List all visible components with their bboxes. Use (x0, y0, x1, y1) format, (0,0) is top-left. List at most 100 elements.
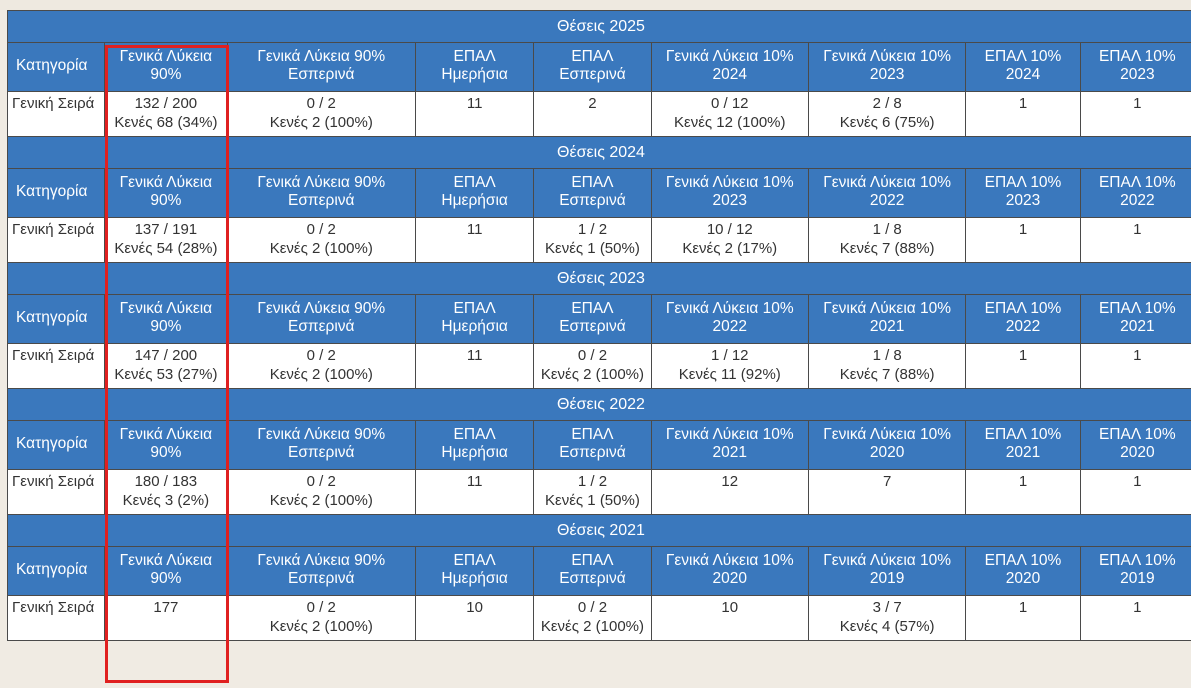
table-row: Γενική Σειρά 180 / 183 Κενές 3 (2%) 0 / 2… (6, 469, 1191, 515)
header-epal-day: ΕΠΑΛ Ημερήσια (414, 42, 535, 92)
data-cell: 1 / 8 Κενές 7 (88%) (807, 343, 967, 389)
data-cell: 0 / 2 Κενές 2 (100%) (533, 595, 652, 641)
header-epal-10-b: ΕΠΑΛ 10% 2019 (1079, 546, 1191, 596)
data-cell: 2 / 8 Κενές 6 (75%) (807, 91, 967, 137)
header-general-lyceum-10-a: Γενικά Λύκεια 10% 2021 (650, 420, 809, 470)
category-header: Κατηγορία (6, 546, 106, 596)
column-header-row: Κατηγορία Γενικά Λύκεια 90% Γενικά Λύκει… (6, 42, 1191, 92)
header-general-lyceum-90: Γενικά Λύκεια 90% (104, 168, 228, 218)
positions-table: Θέσεις 2025 Κατηγορία Γενικά Λύκεια 90% … (6, 10, 1191, 641)
data-cell: 2 (533, 91, 652, 137)
column-header-row: Κατηγορία Γενικά Λύκεια 90% Γενικά Λύκει… (6, 168, 1191, 218)
data-cell: 1 / 12 Κενές 11 (92%) (650, 343, 809, 389)
block-title-row: Θέσεις 2021 (7, 514, 1191, 547)
category-cell: Γενική Σειρά (6, 595, 106, 641)
data-cell: 1 (965, 469, 1081, 515)
header-epal-10-b: ΕΠΑΛ 10% 2021 (1079, 294, 1191, 344)
data-cell: 180 / 183 Κενές 3 (2%) (104, 469, 228, 515)
data-cell: 11 (414, 469, 535, 515)
header-epal-10-a: ΕΠΑΛ 10% 2022 (965, 294, 1081, 344)
header-general-lyceum-90: Γενικά Λύκεια 90% (104, 420, 228, 470)
header-epal-day: ΕΠΑΛ Ημερήσια (414, 420, 535, 470)
header-epal-10-b: ΕΠΑΛ 10% 2022 (1079, 168, 1191, 218)
header-general-lyceum-10-a: Γενικά Λύκεια 10% 2023 (650, 168, 809, 218)
data-cell: 1 / 8 Κενές 7 (88%) (807, 217, 967, 263)
data-cell: 1 (965, 217, 1081, 263)
block-title: Θέσεις 2023 (7, 262, 1191, 295)
header-epal-evening: ΕΠΑΛ Εσπερινά (533, 546, 652, 596)
data-cell: 0 / 2 Κενές 2 (100%) (226, 343, 417, 389)
data-cell: 137 / 191 Κενές 54 (28%) (104, 217, 228, 263)
header-general-lyceum-10-b: Γενικά Λύκεια 10% 2021 (807, 294, 967, 344)
data-cell: 1 (1079, 469, 1191, 515)
category-cell: Γενική Σειρά (6, 91, 106, 137)
header-epal-day: ΕΠΑΛ Ημερήσια (414, 546, 535, 596)
data-cell: 1 (965, 595, 1081, 641)
table-row: Γενική Σειρά 137 / 191 Κενές 54 (28%) 0 /… (6, 217, 1191, 263)
header-general-lyceum-90: Γενικά Λύκεια 90% (104, 546, 228, 596)
data-cell: 7 (807, 469, 967, 515)
header-general-lyceum-10-a: Γενικά Λύκεια 10% 2024 (650, 42, 809, 92)
header-general-lyceum-90-evening: Γενικά Λύκεια 90% Εσπερινά (226, 168, 417, 218)
header-epal-10-b: ΕΠΑΛ 10% 2020 (1079, 420, 1191, 470)
block-title: Θέσεις 2025 (7, 10, 1191, 43)
column-header-row: Κατηγορία Γενικά Λύκεια 90% Γενικά Λύκει… (6, 420, 1191, 470)
data-cell: 0 / 2 Κενές 2 (100%) (226, 595, 417, 641)
header-epal-evening: ΕΠΑΛ Εσπερινά (533, 420, 652, 470)
header-general-lyceum-10-b: Γενικά Λύκεια 10% 2019 (807, 546, 967, 596)
header-epal-10-a: ΕΠΑΛ 10% 2023 (965, 168, 1081, 218)
category-header: Κατηγορία (6, 168, 106, 218)
category-header: Κατηγορία (6, 42, 106, 92)
data-cell: 11 (414, 343, 535, 389)
table-row: Γενική Σειρά 177 0 / 2 Κενές 2 (100%) 1 0 … (6, 595, 1191, 641)
header-epal-evening: ΕΠΑΛ Εσπερινά (533, 294, 652, 344)
header-general-lyceum-90-evening: Γενικά Λύκεια 90% Εσπερινά (226, 294, 417, 344)
header-epal-10-a: ΕΠΑΛ 10% 2024 (965, 42, 1081, 92)
header-general-lyceum-90-evening: Γενικά Λύκεια 90% Εσπερινά (226, 42, 417, 92)
table-row: Γενική Σειρά 147 / 200 Κενές 53 (27%) 0 /… (6, 343, 1191, 389)
header-general-lyceum-10-b: Γενικά Λύκεια 10% 2022 (807, 168, 967, 218)
data-cell: 1 / 2 Κενές 1 (50%) (533, 217, 652, 263)
header-general-lyceum-90: Γενικά Λύκεια 90% (104, 294, 228, 344)
data-cell: 1 (965, 91, 1081, 137)
header-epal-evening: ΕΠΑΛ Εσπερινά (533, 42, 652, 92)
positions-table-container: Θέσεις 2025 Κατηγορία Γενικά Λύκεια 90% … (6, 10, 1191, 641)
header-general-lyceum-10-a: Γενικά Λύκεια 10% 2022 (650, 294, 809, 344)
header-epal-10-a: ΕΠΑΛ 10% 2021 (965, 420, 1081, 470)
category-header: Κατηγορία (6, 420, 106, 470)
header-epal-evening: ΕΠΑΛ Εσπερινά (533, 168, 652, 218)
header-general-lyceum-10-b: Γενικά Λύκεια 10% 2023 (807, 42, 967, 92)
header-epal-10-a: ΕΠΑΛ 10% 2020 (965, 546, 1081, 596)
data-cell: 0 / 2 Κενές 2 (100%) (226, 469, 417, 515)
category-header: Κατηγορία (6, 294, 106, 344)
header-general-lyceum-10-b: Γενικά Λύκεια 10% 2020 (807, 420, 967, 470)
block-title-row: Θέσεις 2025 (7, 10, 1191, 43)
data-cell: 1 (1079, 595, 1191, 641)
category-cell: Γενική Σειρά (6, 217, 106, 263)
block-title-row: Θέσεις 2023 (7, 262, 1191, 295)
data-cell: 1 / 2 Κενές 1 (50%) (533, 469, 652, 515)
data-cell: 0 / 2 Κενές 2 (100%) (226, 217, 417, 263)
data-cell: 147 / 200 Κενές 53 (27%) (104, 343, 228, 389)
table-row: Γενική Σειρά 132 / 200 Κενές 68 (34%) 0 /… (6, 91, 1191, 137)
data-cell: 1 (1079, 217, 1191, 263)
data-cell: 3 / 7 Κενές 4 (57%) (807, 595, 967, 641)
header-epal-10-b: ΕΠΑΛ 10% 2023 (1079, 42, 1191, 92)
data-cell: 11 (414, 91, 535, 137)
data-cell: 1 (965, 343, 1081, 389)
data-cell: 132 / 200 Κενές 68 (34%) (104, 91, 228, 137)
block-title: Θέσεις 2024 (7, 136, 1191, 169)
block-title-row: Θέσεις 2024 (7, 136, 1191, 169)
column-header-row: Κατηγορία Γενικά Λύκεια 90% Γενικά Λύκει… (6, 294, 1191, 344)
column-header-row: Κατηγορία Γενικά Λύκεια 90% Γενικά Λύκει… (6, 546, 1191, 596)
category-cell: Γενική Σειρά (6, 469, 106, 515)
header-general-lyceum-90-evening: Γενικά Λύκεια 90% Εσπερινά (226, 420, 417, 470)
block-title-row: Θέσεις 2022 (7, 388, 1191, 421)
data-cell: 1 (1079, 91, 1191, 137)
header-general-lyceum-90-evening: Γενικά Λύκεια 90% Εσπερινά (226, 546, 417, 596)
header-general-lyceum-90: Γενικά Λύκεια 90% (104, 42, 228, 92)
data-cell: 12 (650, 469, 809, 515)
data-cell: 11 (414, 217, 535, 263)
data-cell: 10 / 12 Κενές 2 (17%) (650, 217, 809, 263)
data-cell: 10 (650, 595, 809, 641)
